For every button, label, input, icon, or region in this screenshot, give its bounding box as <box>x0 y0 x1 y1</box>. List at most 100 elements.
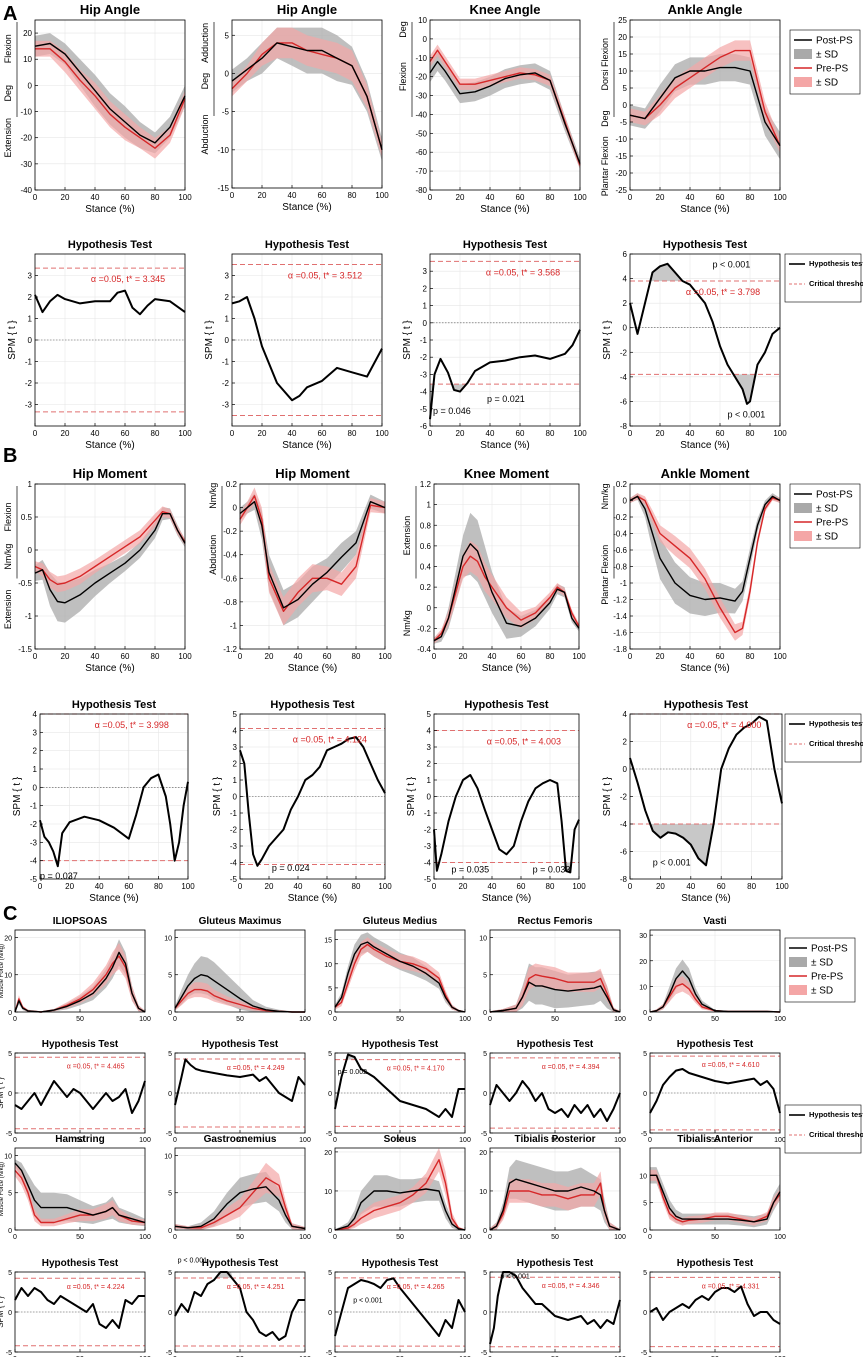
y-axis-label: Muscle Force (N/kg) <box>0 944 5 998</box>
chart-a5: Hypothesis Test 0 20 40 60 80 100 -3 -2 -1 0 1 2 3 Sta… <box>7 239 192 451</box>
y-axis-label: Extension <box>3 590 13 630</box>
section-label-b: B <box>3 445 17 467</box>
x-tick-label: 100 <box>573 193 587 202</box>
x-tick-label: 100 <box>774 1234 786 1241</box>
pre-ps-line <box>629 49 781 147</box>
x-axis-label: Stance (%) <box>480 440 529 451</box>
y-tick-label: 2 <box>427 760 432 769</box>
x-axis-label: Stance (%) <box>681 893 730 904</box>
y-tick-label: -40 <box>415 110 427 119</box>
y-tick-label: -5 <box>6 1131 12 1138</box>
x-tick-label: 50 <box>711 1234 719 1241</box>
y-tick-label: 5 <box>643 1270 647 1277</box>
x-tick-label: 0 <box>628 882 633 891</box>
legends: Post-PS ± SD Pre-PS ± SD Post-PS ± SD Pre-PS ± … <box>784 29 863 1154</box>
y-axis-label: Deg <box>3 85 13 102</box>
chart-title: Hypothesis Test <box>202 1258 279 1269</box>
legend-label: Hypothesis test <box>809 1110 863 1119</box>
x-tick-label: 20 <box>265 882 274 891</box>
y-tick-label: 5 <box>483 1270 487 1277</box>
y-tick-label: -4 <box>420 388 428 397</box>
x-tick-label: 60 <box>323 652 332 661</box>
p-value-label: p < 0.001 <box>728 409 766 419</box>
y-tick-label: 3 <box>427 743 432 752</box>
x-tick-label: 50 <box>396 1234 404 1241</box>
y-tick-label: 4 <box>33 710 38 719</box>
x-tick-label: 20 <box>656 652 665 661</box>
y-tick-label: 0 <box>328 1310 332 1317</box>
y-tick-label: 5 <box>168 1191 172 1198</box>
legend-label: ± SD <box>816 50 838 61</box>
legend-swatch-patch <box>794 49 812 59</box>
y-tick-label: -2 <box>620 348 628 357</box>
y-tick-label: -8 <box>620 422 628 431</box>
chart-b6: Hypothesis Test 0 20 40 60 80 100 -5 -4 -3 -2 -1 0 1 2… <box>212 699 392 904</box>
y-tick-label: 2 <box>233 760 238 769</box>
y-tick-label: -5 <box>30 875 38 884</box>
chart-title: Ankle Angle <box>668 2 743 17</box>
p-value-label: p = 0.002 <box>338 1069 367 1076</box>
p-value-label: p < 0.001 <box>353 1297 382 1304</box>
y-tick-label: 0 <box>8 1228 12 1235</box>
y-axis-label: SPM { t } <box>0 1296 5 1328</box>
y-tick-label: -3 <box>25 401 33 410</box>
x-tick-label: 50 <box>396 1016 404 1023</box>
x-tick-label: 100 <box>572 882 586 891</box>
post-ps-line <box>239 501 386 609</box>
chart-a7: Hypothesis Test 0 20 40 60 80 100 -6 -5 -4 -3 -2 -1 0… <box>402 239 587 451</box>
chart-title: Hypothesis Test <box>464 699 548 711</box>
y-tick-label: -0.4 <box>223 551 237 560</box>
pre-sd-band <box>490 1171 620 1230</box>
x-tick-label: 40 <box>91 652 100 661</box>
y-tick-label: 5 <box>168 1051 172 1058</box>
y-tick-label: 0.5 <box>21 513 33 522</box>
x-tick-label: 20 <box>61 652 70 661</box>
y-tick-label: 5 <box>643 1051 647 1058</box>
y-tick-label: 0 <box>328 1010 332 1017</box>
x-tick-label: 60 <box>121 193 130 202</box>
threshold-annotation: α =0.05, t* = 4.000 <box>687 720 761 730</box>
p-value-label: p = 0.024 <box>272 863 310 873</box>
y-tick-label: -3 <box>420 370 428 379</box>
pre-sd-band <box>630 40 780 153</box>
x-tick-label: 100 <box>773 193 787 202</box>
y-tick-label: -0.5 <box>18 579 32 588</box>
section-label-c: C <box>3 903 17 925</box>
y-axis-label: Dorsi Flexion <box>600 38 610 91</box>
y-tick-label: -5 <box>420 405 428 414</box>
legend-swatch-patch <box>794 77 812 87</box>
chart-a8: Hypothesis Test 0 20 40 60 80 100 -8 -6 -4 -2 0 2 4 6 S… <box>602 239 787 451</box>
x-tick-label: 100 <box>139 1016 151 1023</box>
legend-kinetics-b: Post-PS ± SD Pre-PS ± SD <box>789 483 861 549</box>
x-tick-label: 100 <box>299 1016 311 1023</box>
y-axis-label: SPM { t } <box>602 320 613 360</box>
chart-title: Hypothesis Test <box>202 1039 279 1050</box>
y-tick-label: 0 <box>483 1310 487 1317</box>
x-tick-label: 20 <box>456 429 465 438</box>
y-axis-label: SPM { t } <box>406 776 417 816</box>
x-tick-label: 100 <box>299 1234 311 1241</box>
post-ps-line <box>334 941 466 1013</box>
pre-ps-line <box>433 555 580 642</box>
y-axis-label: Nm/kg <box>3 544 13 570</box>
x-tick-label: 0 <box>13 1137 17 1144</box>
y-tick-label: -2 <box>420 353 428 362</box>
x-tick-label: 80 <box>352 882 361 891</box>
chart-title: Tibialis Posterior <box>515 1134 596 1145</box>
x-tick-label: 40 <box>486 193 495 202</box>
chart-title: Hypothesis Test <box>42 1258 119 1269</box>
legend-label: Post-PS <box>816 36 853 47</box>
chart-title: Hypothesis Test <box>72 699 156 711</box>
chart-b1: Hip Moment 0 20 40 60 80 100 -1.5 -1 -0.5 0 0.5 1 Sta… <box>3 466 192 674</box>
chart-title: Vasti <box>703 916 727 927</box>
y-tick-label: 2 <box>225 293 230 302</box>
x-tick-label: 20 <box>265 652 274 661</box>
x-tick-label: 100 <box>459 1137 471 1144</box>
x-tick-label: 50 <box>711 1137 719 1144</box>
y-tick-label: -5 <box>6 1350 12 1357</box>
legend-hypothesis-a: Hypothesis test Critical threshold <box>784 253 863 303</box>
chart-title: Hypothesis Test <box>463 239 547 251</box>
x-tick-label: 20 <box>258 191 267 200</box>
